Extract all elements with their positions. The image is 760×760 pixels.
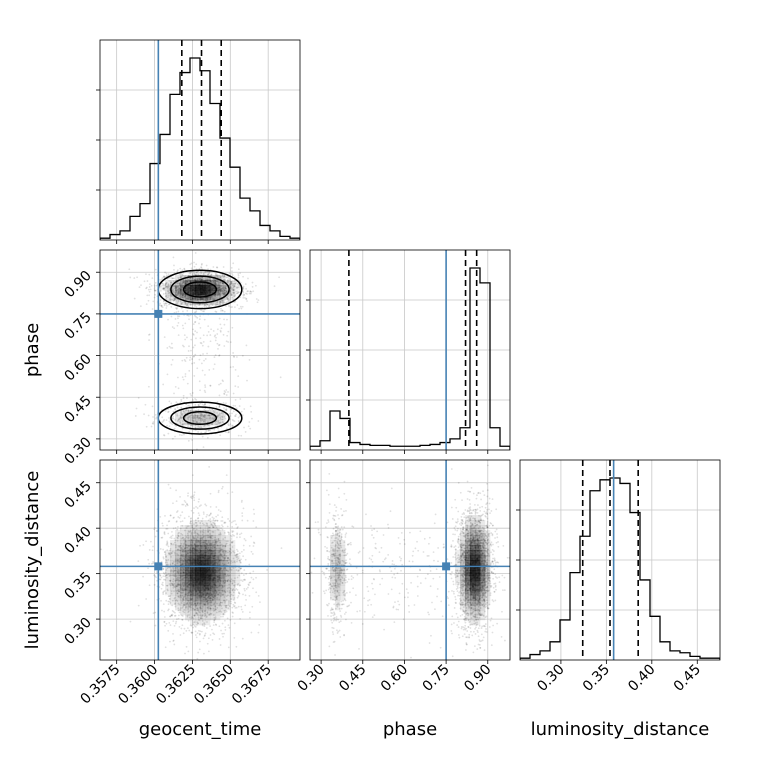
x-tick-label-geocent_time: 0.3675 (229, 662, 275, 708)
x-tick-label-luminosity_distance: 0.35 (580, 662, 613, 695)
hist-steps-phase (310, 267, 510, 450)
hist-panel-phase (306, 249, 511, 454)
x-tick-label-luminosity_distance: 0.45 (671, 662, 704, 695)
x-tick-label-phase: 0.90 (461, 662, 494, 695)
x-tick-label-luminosity_distance: 0.40 (625, 662, 658, 695)
hist-steps-luminosity_distance (520, 477, 720, 660)
panel-frame (99, 249, 301, 451)
truth-marker (154, 562, 163, 571)
x-tick-label-phase: 0.45 (336, 662, 369, 695)
panel-frame (99, 459, 301, 661)
truth-marker (442, 562, 451, 571)
x-axis-label-luminosity_distance: luminosity_distance (531, 719, 710, 740)
x-axis-label-phase: phase (383, 719, 437, 740)
x-tick-label-geocent_time: 0.3650 (191, 662, 237, 708)
x-tick-label-geocent_time: 0.3625 (153, 662, 199, 708)
y-tick-label-luminosity_distance: 0.45 (61, 478, 94, 511)
x-tick-label-geocent_time: 0.3600 (115, 662, 161, 708)
x-tick-label-phase: 0.75 (420, 662, 453, 695)
x-tick-label-phase: 0.30 (295, 662, 328, 695)
density-cells (330, 515, 491, 626)
panel-frame (309, 459, 511, 661)
hist-panel-geocent_time (96, 39, 301, 244)
hist-steps-geocent_time (100, 57, 300, 240)
x-tick-label-phase: 0.60 (378, 662, 411, 695)
y-tick-label-phase: 0.75 (61, 309, 94, 342)
y-tick-label-phase: 0.45 (61, 393, 94, 426)
y-axis-label-luminosity_distance: luminosity_distance (22, 471, 43, 650)
x-tick-label-luminosity_distance: 0.30 (534, 662, 567, 695)
y-tick-label-luminosity_distance: 0.35 (61, 569, 94, 602)
x-tick-label-geocent_time: 0.3575 (78, 662, 124, 708)
joint-panel-phase-luminosity_distance (306, 459, 511, 664)
hist-panel-luminosity_distance (516, 459, 721, 664)
y-tick-label-phase: 0.30 (61, 434, 94, 467)
y-tick-label-luminosity_distance: 0.30 (61, 615, 94, 648)
y-tick-label-phase: 0.60 (61, 351, 94, 384)
x-axis-label-geocent_time: geocent_time (139, 719, 262, 740)
joint-panel-geocent_time-luminosity_distance (96, 459, 301, 664)
y-tick-label-phase: 0.90 (61, 268, 94, 301)
density-cells (165, 520, 241, 626)
y-tick-label-luminosity_distance: 0.40 (61, 524, 94, 557)
truth-marker (154, 309, 163, 318)
y-axis-label-phase: phase (22, 323, 43, 377)
joint-panel-geocent_time-phase (96, 249, 301, 454)
